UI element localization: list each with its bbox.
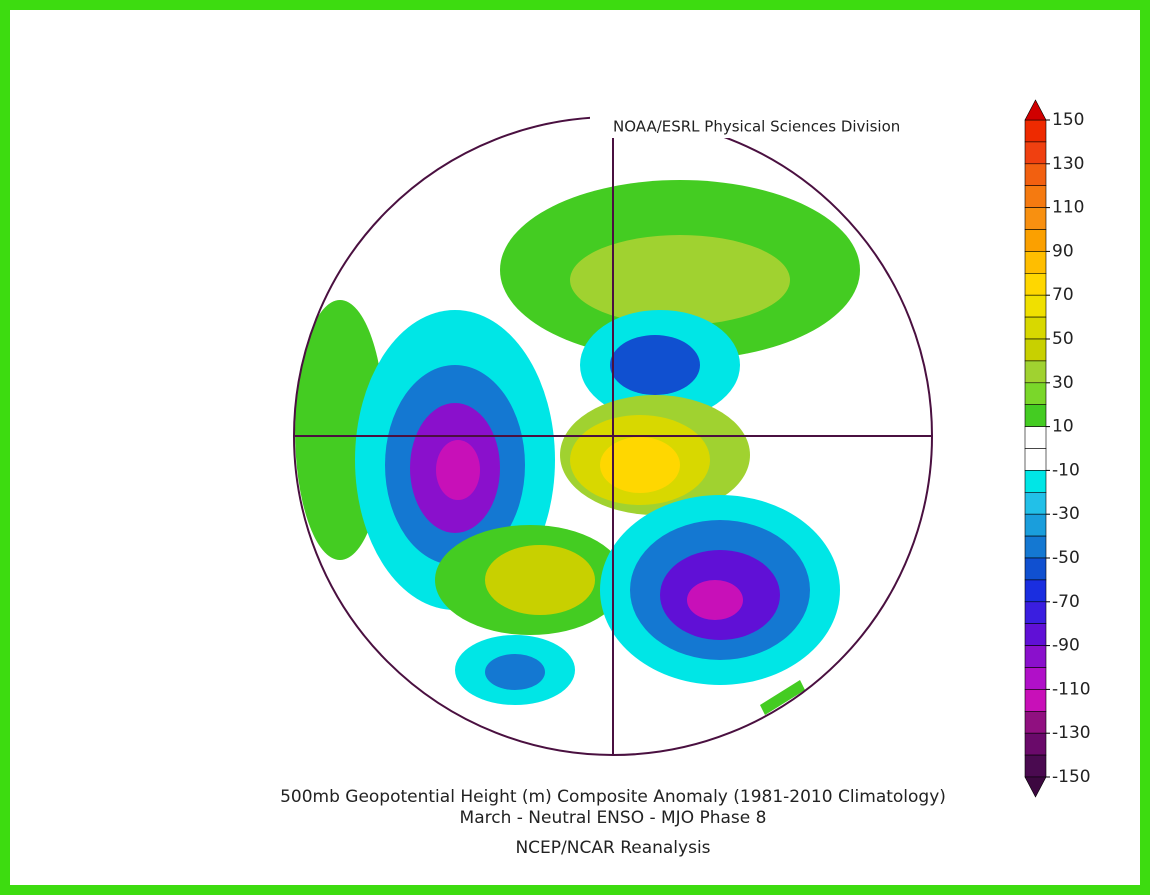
footer-title: 500mb Geopotential Height (m) Composite … (280, 787, 946, 807)
colorbar-label: -130 (1052, 723, 1091, 743)
colorbar-box (1024, 557, 1047, 581)
colorbar-box (1024, 426, 1047, 449)
colorbar-box (1024, 316, 1047, 340)
colorbar-label: 50 (1052, 329, 1074, 349)
colorbar-label: 70 (1052, 285, 1074, 305)
colorbar-box (1024, 645, 1047, 668)
credit-box (590, 116, 930, 138)
anomaly-area (570, 235, 790, 325)
anomaly-area (600, 437, 680, 493)
colorbar-box (1024, 119, 1047, 143)
colorbar-box (1024, 272, 1047, 296)
anomaly-area (485, 654, 545, 690)
colorbar-box (1024, 360, 1047, 384)
colorbar-box (1024, 601, 1047, 624)
colorbar-label: -10 (1052, 460, 1080, 480)
footer-subtitle: March - Neutral ENSO - MJO Phase 8 (460, 808, 767, 828)
colorbar-box (1024, 535, 1047, 559)
colorbar-label: -30 (1052, 504, 1080, 524)
colorbar-label: -110 (1052, 679, 1091, 699)
colorbar-label: -150 (1052, 767, 1091, 787)
colorbar-box (1024, 470, 1047, 493)
colorbar-label: 110 (1052, 198, 1084, 218)
colorbar-box (1024, 251, 1047, 274)
anomaly-area (610, 335, 700, 395)
colorbar-box (1024, 141, 1047, 165)
colorbar-box (1024, 185, 1047, 208)
colorbar-label: 30 (1052, 373, 1074, 393)
colorbar-box (1024, 294, 1047, 318)
colorbar-label: -50 (1052, 548, 1080, 568)
colorbar-box (1024, 382, 1047, 405)
colorbar-label: 150 (1052, 110, 1084, 130)
colorbar-box (1024, 710, 1047, 734)
colorbar-label: 130 (1052, 154, 1084, 174)
map (294, 117, 932, 755)
colorbar-label: -70 (1052, 592, 1080, 612)
colorbar-box (1024, 491, 1047, 515)
colorbar-under (1024, 776, 1047, 798)
colorbar-label: 10 (1052, 417, 1074, 437)
colorbar-box (1024, 732, 1047, 756)
anomaly-area (485, 545, 595, 615)
colorbar-box (1024, 667, 1047, 690)
anomaly-area (687, 580, 743, 620)
colorbar: 150 130 110 90 70 50 30 10 -10 -30 -50 -70 -90 -110 -1… (1024, 99, 1091, 798)
colorbar-over (1024, 99, 1047, 121)
colorbar-box (1024, 404, 1047, 427)
colorbar-box (1024, 207, 1047, 230)
colorbar-box (1024, 163, 1047, 187)
colorbar-box (1024, 579, 1047, 603)
credit: NOAA/ESRL Physical Sciences Division (613, 118, 900, 136)
colorbar-label: -90 (1052, 636, 1080, 656)
anomaly-area (436, 440, 480, 500)
colorbar-box (1024, 338, 1047, 362)
colorbar-box (1024, 689, 1047, 712)
colorbar-box (1024, 448, 1047, 471)
colorbar-box (1024, 754, 1047, 778)
colorbar-box (1024, 623, 1047, 646)
colorbar-box (1024, 513, 1047, 537)
anomaly-area (760, 680, 805, 715)
colorbar-box (1024, 229, 1047, 252)
colorbar-label: 90 (1052, 241, 1074, 261)
footer-source: NCEP/NCAR Reanalysis (515, 838, 710, 858)
